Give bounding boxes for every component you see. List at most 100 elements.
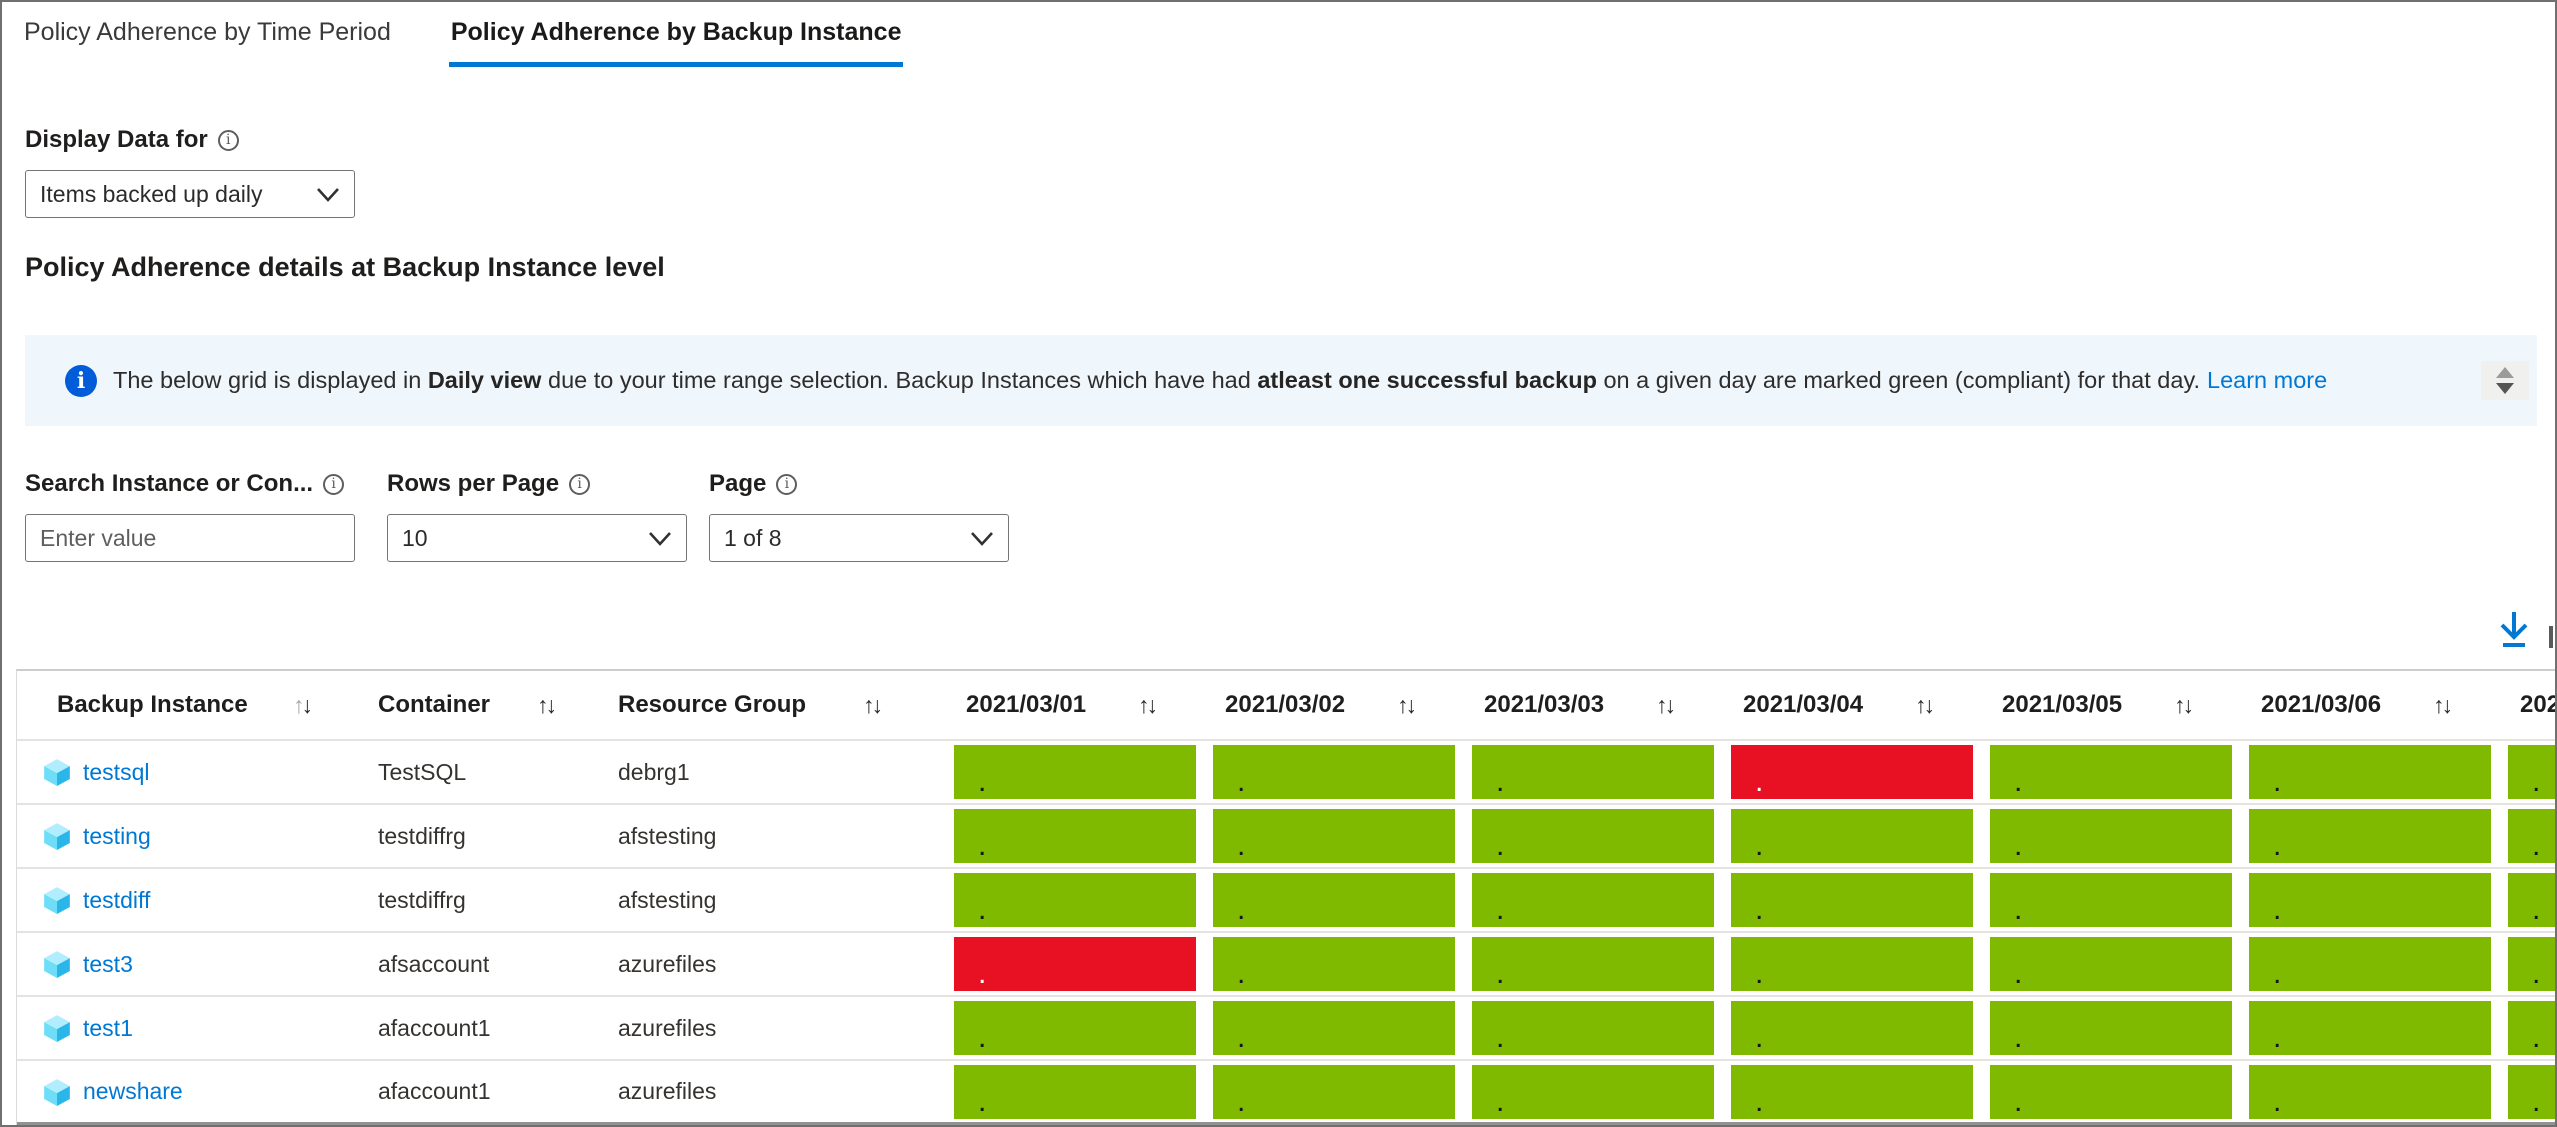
column-header-2021-03-03[interactable]: 2021/03/03 ↑↓ <box>1472 671 1731 739</box>
status-cell-compliant[interactable]: . <box>1213 937 1455 991</box>
status-cell-compliant[interactable]: . <box>954 1001 1196 1055</box>
rows-per-page-label: Rows per Page <box>387 470 560 497</box>
date-cell: . <box>2508 873 2555 927</box>
status-cell-compliant[interactable]: . <box>2508 873 2555 927</box>
status-cell-compliant[interactable]: . <box>1472 745 1714 799</box>
status-cell-compliant[interactable]: . <box>1990 1064 2232 1119</box>
date-cell: . <box>1472 1001 1731 1055</box>
status-cell-compliant[interactable]: . <box>1213 745 1455 799</box>
table-row: testdiff testdiffrg afstesting....... <box>17 869 2555 933</box>
display-data-value: Items backed up daily <box>40 180 263 207</box>
column-header-backup-instance[interactable]: Backup Instance ↑↓ <box>17 671 378 739</box>
column-header-2021-03-01[interactable]: 2021/03/01 ↑↓ <box>954 671 1213 739</box>
banner-text-segment: on a given day are marked green (complia… <box>1596 367 2200 393</box>
sort-icon[interactable]: ↑↓ <box>537 692 557 719</box>
sort-icon[interactable]: ↑↓ <box>1656 691 1676 719</box>
status-cell-compliant[interactable]: . <box>1990 1001 2232 1055</box>
sort-icon[interactable]: ↑↓ <box>1915 692 1935 719</box>
backup-instance-link[interactable]: testing <box>83 822 151 849</box>
status-cell-compliant[interactable]: . <box>1213 1064 1455 1119</box>
learn-more-link[interactable]: Learn more <box>2207 367 2328 393</box>
status-cell-compliant[interactable]: . <box>1990 873 2232 927</box>
column-header-label: Container <box>378 691 491 718</box>
column-header-2021-03-06[interactable]: 2021/03/06 ↑↓ <box>2249 671 2508 739</box>
backup-instance-link[interactable]: test1 <box>83 1014 133 1041</box>
status-cell-compliant[interactable]: . <box>1472 937 1714 991</box>
tab-policy-adherence-by-backup-instance[interactable]: Policy Adherence by Backup Instance <box>448 14 904 67</box>
scrollbar-thumb[interactable] <box>2549 626 2553 648</box>
date-cell: . <box>1990 1064 2249 1119</box>
status-cell-compliant[interactable]: . <box>1472 873 1714 927</box>
info-icon[interactable]: i <box>776 473 798 495</box>
tab-policy-adherence-by-time-period[interactable]: Policy Adherence by Time Period <box>24 18 391 46</box>
status-cell-compliant[interactable]: . <box>1731 1001 1973 1055</box>
date-cell: . <box>954 1064 1213 1119</box>
backup-instance-cell: test3 <box>17 950 378 978</box>
column-header-2021-03-02[interactable]: 2021/03/02 ↑↓ <box>1213 671 1472 739</box>
scroll-down-icon[interactable] <box>2496 383 2514 394</box>
status-cell-compliant[interactable]: . <box>2508 745 2555 799</box>
status-cell-compliant[interactable]: . <box>2249 745 2491 799</box>
column-header-2021-03-04[interactable]: 2021/03/04 ↑↓ <box>1731 671 1990 739</box>
status-cell-noncompliant[interactable]: . <box>954 937 1196 991</box>
scroll-up-icon[interactable] <box>2496 367 2514 378</box>
sort-icon[interactable]: ↑↓ <box>863 692 883 719</box>
status-cell-compliant[interactable]: . <box>1472 809 1714 863</box>
status-cell-compliant[interactable]: . <box>1213 873 1455 927</box>
status-cell-compliant[interactable]: . <box>1990 809 2232 863</box>
date-cell: . <box>2249 745 2508 799</box>
date-cell: . <box>954 1001 1213 1055</box>
status-cell-compliant[interactable]: . <box>1213 1001 1455 1055</box>
status-cell-compliant[interactable]: . <box>954 873 1196 927</box>
status-cell-compliant[interactable]: . <box>1731 1064 1973 1119</box>
status-cell-compliant[interactable]: . <box>1472 1064 1714 1119</box>
sort-icon[interactable]: ↑↓ <box>2433 692 2453 719</box>
status-cell-compliant[interactable]: . <box>2249 1001 2491 1055</box>
banner-scroll-spinner[interactable] <box>2481 361 2529 400</box>
download-button[interactable] <box>2494 608 2534 654</box>
status-cell-compliant[interactable]: . <box>1990 937 2232 991</box>
container-cell: TestSQL <box>378 758 467 785</box>
status-cell-compliant[interactable]: . <box>1990 745 2232 799</box>
backup-instance-link[interactable]: newshare <box>83 1078 183 1104</box>
status-cell-compliant[interactable]: . <box>1731 937 1973 991</box>
status-cell-compliant[interactable]: . <box>1472 1001 1714 1055</box>
status-cell-compliant[interactable]: . <box>1213 809 1455 863</box>
status-cell-compliant[interactable]: . <box>2508 1064 2555 1119</box>
page-dropdown[interactable]: 1 of 8 <box>709 514 1009 562</box>
status-cell-compliant[interactable]: . <box>2249 937 2491 991</box>
info-icon[interactable]: i <box>217 129 239 151</box>
info-icon[interactable]: i <box>323 473 345 495</box>
container-cell: afaccount1 <box>378 1014 491 1041</box>
column-header-resource-group[interactable]: Resource Group ↑↓ <box>618 671 954 739</box>
sort-icon[interactable]: ↑↓ <box>2174 692 2194 719</box>
search-input[interactable] <box>25 514 355 562</box>
status-cell-compliant[interactable]: . <box>954 745 1196 799</box>
status-cell-compliant[interactable]: . <box>2249 1064 2491 1119</box>
column-header-2021-03-05[interactable]: 2021/03/05 ↑↓ <box>1990 671 2249 739</box>
sort-icon[interactable]: ↑↓ <box>1138 692 1158 719</box>
backup-instance-link[interactable]: testdiff <box>83 886 151 913</box>
sort-down-icon: ↓ <box>1664 691 1676 718</box>
date-cell: . <box>954 809 1213 863</box>
display-data-dropdown[interactable]: Items backed up daily <box>25 170 355 218</box>
status-cell-compliant[interactable]: . <box>954 809 1196 863</box>
column-header-container[interactable]: Container ↑↓ <box>378 671 618 739</box>
status-cell-compliant[interactable]: . <box>1731 809 1973 863</box>
status-cell-compliant[interactable]: . <box>2249 809 2491 863</box>
policy-adherence-grid: Backup Instance ↑↓ Container ↑↓ Resource Gro… <box>16 669 2555 1125</box>
rows-per-page-dropdown[interactable]: 10 <box>387 514 687 562</box>
status-cell-compliant[interactable]: . <box>2508 1001 2555 1055</box>
status-cell-compliant[interactable]: . <box>2508 937 2555 991</box>
sort-icon[interactable]: ↑↓ <box>293 692 313 719</box>
backup-instance-link[interactable]: test3 <box>83 950 133 977</box>
status-cell-compliant[interactable]: . <box>2249 873 2491 927</box>
info-icon[interactable]: i <box>569 473 591 495</box>
status-cell-compliant[interactable]: . <box>954 1064 1196 1119</box>
column-header-202[interactable]: 202↑↓ <box>2508 671 2555 739</box>
status-cell-compliant[interactable]: . <box>2508 809 2555 863</box>
status-cell-compliant[interactable]: . <box>1731 873 1973 927</box>
backup-instance-link[interactable]: testsql <box>83 758 150 785</box>
sort-icon[interactable]: ↑↓ <box>1397 692 1417 719</box>
status-cell-noncompliant[interactable]: . <box>1731 745 1973 799</box>
